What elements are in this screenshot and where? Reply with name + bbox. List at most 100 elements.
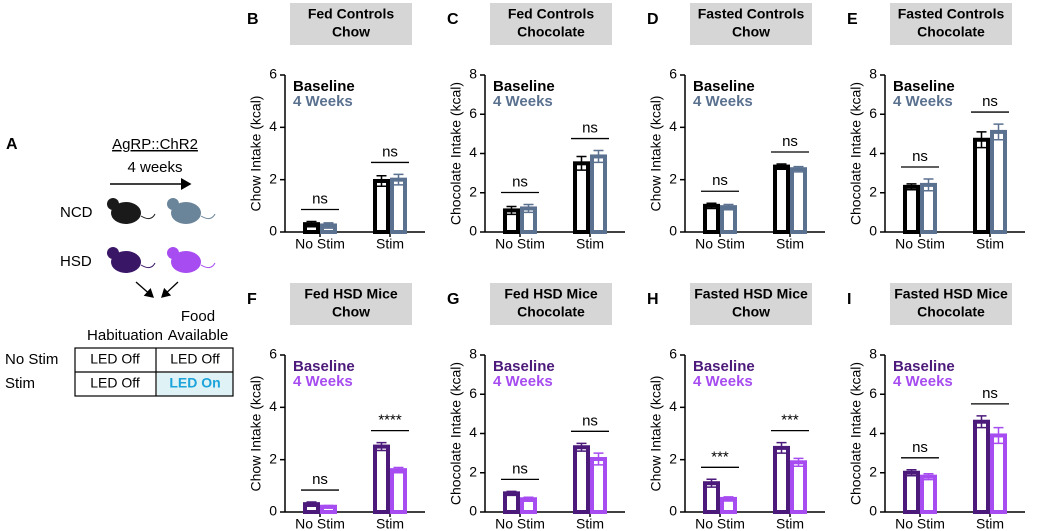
panel-letter: B: [247, 11, 259, 28]
chart-title: Chocolate: [517, 304, 585, 320]
mouse-icon: [107, 198, 156, 224]
panel-letter: F: [247, 291, 257, 308]
chart-panel: I Fasted HSD Mice Chocolate Chocolate Intak…: [847, 283, 1025, 531]
significance-label: ns: [712, 172, 728, 189]
title-box: [690, 283, 812, 325]
chart-title: Chocolate: [517, 24, 585, 40]
significance-label: ns: [382, 143, 398, 160]
y-tick-label: 2: [669, 450, 677, 466]
row-label: No Stim: [5, 351, 58, 368]
bar: [903, 184, 920, 235]
chart-title: Fed HSD Mice: [304, 286, 398, 302]
table-cell: LED Off: [170, 351, 220, 367]
significance-label: ns: [312, 471, 328, 488]
bar: [590, 457, 607, 515]
y-tick-label: 6: [469, 385, 477, 401]
x-tick-label: No Stim: [695, 516, 745, 531]
y-tick-label: 2: [869, 183, 877, 199]
chart-title: Chocolate: [917, 304, 985, 320]
y-tick-label: 2: [869, 463, 877, 479]
mouse-icon: [167, 247, 216, 273]
x-tick-label: No Stim: [495, 516, 545, 531]
error-bar: [523, 496, 534, 502]
chart-title: Chow: [732, 24, 770, 40]
bar: [503, 491, 520, 515]
error-bar: [506, 205, 517, 216]
significance-label: ns: [912, 148, 928, 165]
y-tick-label: 2: [469, 183, 477, 199]
y-tick-label: 6: [269, 66, 277, 82]
column-header: Food: [181, 308, 215, 325]
y-axis-label: Chocolate Intake (kcal): [448, 362, 464, 505]
significance-label: ***: [711, 448, 729, 465]
x-tick-label: No Stim: [295, 236, 345, 252]
y-tick-label: 4: [669, 118, 677, 134]
legend-entry: 4 Weeks: [293, 373, 353, 390]
chart-panel: F Fed HSD Mice Chow Chow Intake (kcal) 0 2 4 6 N…: [247, 283, 425, 531]
legend-entry: Baseline: [293, 78, 355, 95]
x-tick-label: Stim: [576, 516, 604, 531]
y-tick-label: 8: [469, 66, 477, 82]
chart-panel: E Fasted Controls Chocolate Chocolate Intak…: [847, 3, 1025, 252]
title-box: [290, 3, 412, 45]
chart-panel: B Fed Controls Chow Chow Intake (kcal) 0 2 4 6 N…: [247, 3, 425, 252]
y-tick-label: 0: [469, 223, 477, 239]
significance-label: ns: [782, 133, 798, 150]
error-bar: [593, 149, 604, 164]
bar: [703, 203, 720, 234]
error-bar: [706, 478, 717, 488]
bar: [920, 182, 937, 234]
legend-entry: 4 Weeks: [693, 93, 753, 110]
arrow: [161, 281, 179, 298]
chart-title: Fasted Controls: [898, 6, 1005, 22]
table-grid: [74, 347, 234, 397]
panel-a: A AgRP::ChR2 4 weeks NCD HSD Habituation…: [5, 136, 234, 397]
y-tick-label: 0: [669, 503, 677, 519]
y-tick-label: 8: [869, 66, 877, 82]
y-tick-label: 2: [269, 170, 277, 186]
panel-letter: C: [447, 11, 459, 28]
chart-title: Chocolate: [917, 24, 985, 40]
error-bar: [976, 415, 987, 429]
y-axis-label: Chocolate Intake (kcal): [848, 362, 864, 505]
x-tick-label: Stim: [976, 236, 1004, 252]
y-tick-label: 8: [469, 346, 477, 362]
highlight-cell: [157, 373, 233, 396]
y-tick-label: 2: [669, 170, 677, 186]
duration: 4 weeks: [127, 159, 182, 176]
y-tick-label: 4: [469, 424, 477, 440]
significance-label: ***: [781, 412, 799, 429]
error-bar: [576, 442, 587, 452]
y-axis-label: Chow Intake (kcal): [248, 376, 264, 492]
panel-letter: E: [847, 11, 858, 28]
error-bar: [323, 504, 334, 509]
panel-letter: I: [847, 291, 851, 308]
error-bar: [306, 501, 317, 507]
error-bar: [923, 178, 934, 192]
title-box: [890, 283, 1012, 325]
y-axis-label: Chocolate Intake (kcal): [848, 82, 864, 225]
bar: [720, 205, 737, 234]
significance-label: ns: [512, 173, 528, 190]
y-tick-label: 0: [469, 503, 477, 519]
title-box: [490, 3, 612, 45]
legend-entry: Baseline: [893, 358, 955, 375]
bar: [390, 177, 407, 235]
chart-panel: H Fasted HSD Mice Chow Chow Intake (kcal) 0 2…: [647, 283, 825, 531]
y-tick-label: 0: [269, 223, 277, 239]
column-header: Available: [168, 327, 229, 344]
x-tick-label: No Stim: [895, 516, 945, 531]
error-bar: [323, 222, 334, 229]
bar: [590, 154, 607, 235]
legend-entry: 4 Weeks: [493, 93, 553, 110]
y-tick-label: 4: [269, 118, 277, 134]
significance-label: ns: [582, 120, 598, 137]
title-box: [490, 283, 612, 325]
strain: AgRP::ChR2: [112, 136, 198, 153]
x-tick-label: Stim: [576, 236, 604, 252]
error-bar: [993, 426, 1004, 445]
bar: [790, 460, 807, 514]
significance-label: ns: [312, 191, 328, 208]
error-bar: [993, 123, 1004, 141]
